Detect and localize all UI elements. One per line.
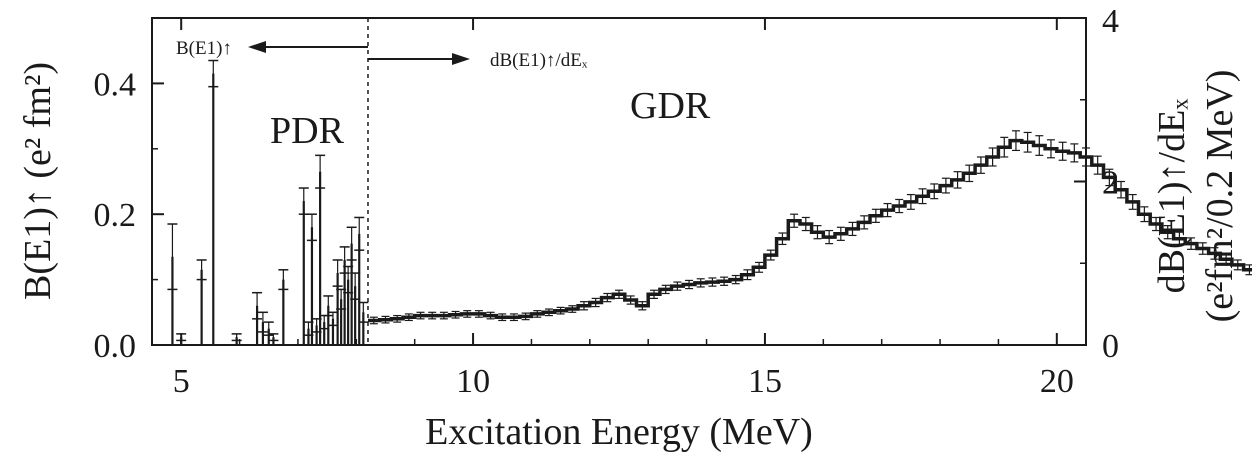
right-y-tick-label: 2 (1102, 165, 1119, 202)
x-axis-ticks: 5 10 15 20 (173, 18, 1074, 400)
left-y-tick-label: 0.4 (94, 66, 137, 103)
left-arrowhead-icon (248, 41, 266, 53)
left-y-tick-label: 0.0 (94, 328, 137, 365)
gdr-label: GDR (630, 85, 711, 127)
pdr-label: PDR (270, 110, 345, 152)
x-tick-label: 15 (748, 363, 782, 400)
right-y-tick-label: 0 (1102, 328, 1119, 365)
right-y-axis-label-line1: dB(E1)↑/dEₓ (1151, 99, 1193, 294)
right-y-tick-label: 4 (1102, 3, 1119, 40)
discrete-levels-series (167, 59, 369, 345)
x-axis-label: Excitation Energy (MeV) (425, 411, 813, 452)
left-y-axis-ticks: 0.0 0.2 0.4 (94, 66, 164, 365)
left-y-axis-label: B(E1)↑ (e² fm²) (17, 62, 59, 300)
gdr-histogram-line (368, 138, 1252, 323)
left-y-tick-label: 0.2 (94, 197, 137, 234)
left-arrow-label: B(E1)↑ (176, 38, 232, 59)
right-y-axis-ticks: 0 2 4 (1074, 3, 1119, 365)
x-tick-label: 20 (1040, 363, 1074, 400)
right-arrowhead-icon (452, 53, 470, 65)
x-tick-label: 5 (173, 363, 190, 400)
x-tick-label: 10 (456, 363, 490, 400)
right-arrow-label: dB(E1)↑/dEₓ (490, 50, 588, 71)
gdr-histogram-series (368, 130, 1252, 325)
right-y-axis-label-line2: (e²fm²/0.2 MeV) (1199, 70, 1241, 323)
